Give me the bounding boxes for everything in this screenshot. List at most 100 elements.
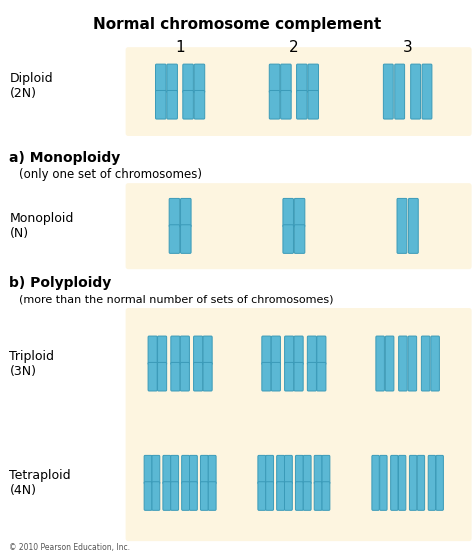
- FancyBboxPatch shape: [303, 455, 311, 484]
- FancyBboxPatch shape: [148, 362, 157, 391]
- Text: 3: 3: [403, 39, 412, 55]
- Text: 2: 2: [289, 39, 299, 55]
- FancyBboxPatch shape: [283, 199, 293, 227]
- FancyBboxPatch shape: [183, 90, 193, 119]
- FancyBboxPatch shape: [397, 199, 407, 253]
- FancyBboxPatch shape: [183, 64, 193, 93]
- Text: Triploid
(3N): Triploid (3N): [9, 350, 55, 377]
- FancyBboxPatch shape: [431, 336, 439, 391]
- FancyBboxPatch shape: [190, 482, 197, 511]
- FancyBboxPatch shape: [410, 455, 417, 511]
- FancyBboxPatch shape: [190, 455, 197, 484]
- FancyBboxPatch shape: [372, 455, 379, 511]
- FancyBboxPatch shape: [194, 64, 205, 93]
- FancyBboxPatch shape: [144, 482, 152, 511]
- FancyBboxPatch shape: [171, 362, 180, 391]
- FancyBboxPatch shape: [281, 90, 291, 119]
- FancyBboxPatch shape: [262, 362, 271, 391]
- FancyBboxPatch shape: [203, 336, 212, 365]
- FancyBboxPatch shape: [203, 362, 212, 391]
- Text: a) Monoploidy: a) Monoploidy: [9, 151, 121, 165]
- FancyBboxPatch shape: [383, 64, 393, 119]
- FancyBboxPatch shape: [266, 455, 273, 484]
- FancyBboxPatch shape: [258, 455, 266, 484]
- FancyBboxPatch shape: [171, 455, 179, 484]
- FancyBboxPatch shape: [208, 455, 216, 484]
- FancyBboxPatch shape: [281, 64, 291, 93]
- Text: b) Polyploidy: b) Polyploidy: [9, 276, 112, 290]
- FancyBboxPatch shape: [169, 199, 180, 227]
- FancyBboxPatch shape: [385, 336, 394, 391]
- FancyBboxPatch shape: [380, 455, 387, 511]
- FancyBboxPatch shape: [295, 455, 303, 484]
- FancyBboxPatch shape: [163, 455, 171, 484]
- FancyBboxPatch shape: [322, 455, 330, 484]
- FancyBboxPatch shape: [376, 336, 384, 391]
- Text: Diploid
(2N): Diploid (2N): [9, 72, 53, 100]
- Text: © 2010 Pearson Education, Inc.: © 2010 Pearson Education, Inc.: [9, 543, 130, 552]
- FancyBboxPatch shape: [181, 199, 191, 227]
- FancyBboxPatch shape: [144, 455, 152, 484]
- FancyBboxPatch shape: [271, 362, 281, 391]
- FancyBboxPatch shape: [269, 90, 280, 119]
- FancyBboxPatch shape: [148, 336, 157, 365]
- FancyBboxPatch shape: [169, 225, 180, 253]
- FancyBboxPatch shape: [152, 455, 160, 484]
- FancyBboxPatch shape: [307, 362, 317, 391]
- FancyBboxPatch shape: [262, 336, 271, 365]
- FancyBboxPatch shape: [277, 482, 284, 511]
- FancyBboxPatch shape: [295, 482, 303, 511]
- FancyBboxPatch shape: [180, 362, 190, 391]
- FancyBboxPatch shape: [317, 362, 326, 391]
- FancyBboxPatch shape: [399, 455, 406, 511]
- FancyBboxPatch shape: [201, 455, 208, 484]
- FancyBboxPatch shape: [308, 90, 319, 119]
- Text: Monoploid
(N): Monoploid (N): [9, 212, 74, 240]
- FancyBboxPatch shape: [395, 64, 405, 119]
- FancyBboxPatch shape: [297, 64, 307, 93]
- FancyBboxPatch shape: [284, 482, 292, 511]
- FancyBboxPatch shape: [284, 455, 292, 484]
- FancyBboxPatch shape: [126, 47, 472, 136]
- FancyBboxPatch shape: [408, 336, 417, 391]
- FancyBboxPatch shape: [171, 482, 179, 511]
- FancyBboxPatch shape: [284, 362, 294, 391]
- FancyBboxPatch shape: [314, 455, 322, 484]
- FancyBboxPatch shape: [157, 336, 167, 365]
- FancyBboxPatch shape: [294, 199, 305, 227]
- FancyBboxPatch shape: [157, 362, 167, 391]
- FancyBboxPatch shape: [201, 482, 208, 511]
- FancyBboxPatch shape: [277, 455, 284, 484]
- FancyBboxPatch shape: [322, 482, 330, 511]
- FancyBboxPatch shape: [155, 90, 166, 119]
- FancyBboxPatch shape: [181, 225, 191, 253]
- FancyBboxPatch shape: [294, 362, 303, 391]
- FancyBboxPatch shape: [297, 90, 307, 119]
- FancyBboxPatch shape: [266, 482, 273, 511]
- FancyBboxPatch shape: [428, 455, 436, 511]
- FancyBboxPatch shape: [269, 64, 280, 93]
- FancyBboxPatch shape: [208, 482, 216, 511]
- FancyBboxPatch shape: [421, 336, 430, 391]
- FancyBboxPatch shape: [409, 199, 418, 253]
- FancyBboxPatch shape: [182, 482, 190, 511]
- FancyBboxPatch shape: [182, 455, 190, 484]
- FancyBboxPatch shape: [294, 336, 303, 365]
- FancyBboxPatch shape: [317, 336, 326, 365]
- FancyBboxPatch shape: [180, 336, 190, 365]
- FancyBboxPatch shape: [294, 225, 305, 253]
- Text: Normal chromosome complement: Normal chromosome complement: [93, 17, 381, 32]
- FancyBboxPatch shape: [271, 336, 281, 365]
- FancyBboxPatch shape: [193, 336, 203, 365]
- FancyBboxPatch shape: [283, 225, 293, 253]
- FancyBboxPatch shape: [284, 336, 294, 365]
- FancyBboxPatch shape: [155, 64, 166, 93]
- FancyBboxPatch shape: [194, 90, 205, 119]
- FancyBboxPatch shape: [126, 308, 472, 541]
- Text: (more than the normal number of sets of chromosomes): (more than the normal number of sets of …: [19, 295, 334, 305]
- FancyBboxPatch shape: [410, 64, 420, 119]
- FancyBboxPatch shape: [314, 482, 322, 511]
- FancyBboxPatch shape: [193, 362, 203, 391]
- FancyBboxPatch shape: [152, 482, 160, 511]
- FancyBboxPatch shape: [417, 455, 425, 511]
